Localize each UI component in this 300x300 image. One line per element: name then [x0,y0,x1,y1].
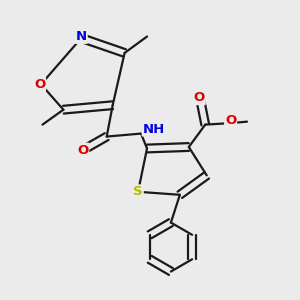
Text: O: O [34,78,45,91]
Text: S: S [133,185,143,198]
Text: O: O [225,114,236,127]
Text: N: N [76,30,87,43]
Text: NH: NH [142,123,165,136]
Text: O: O [194,91,205,104]
Text: O: O [77,143,88,157]
